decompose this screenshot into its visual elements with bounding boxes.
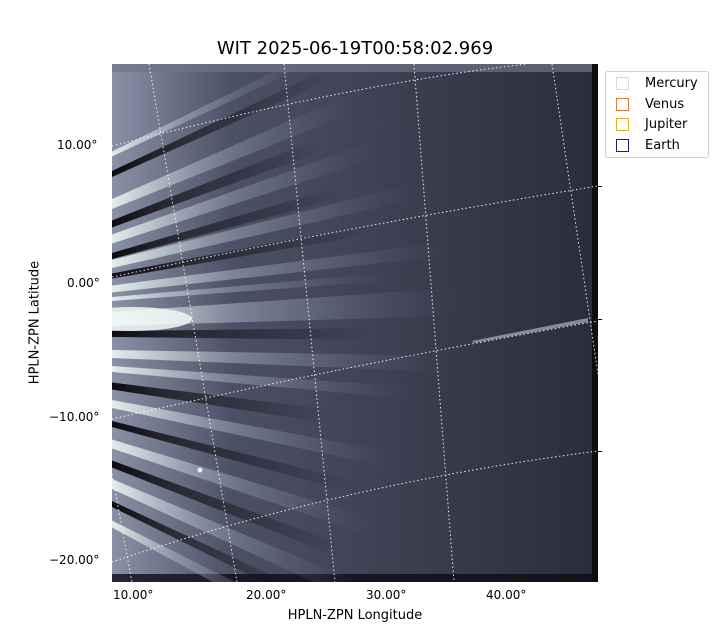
right-edge-band bbox=[592, 64, 598, 582]
top-edge-band bbox=[112, 64, 598, 72]
y-tick-label-1: 10.00° bbox=[57, 138, 98, 152]
x-tick-label-4: 40.00° bbox=[486, 588, 527, 602]
x-tick-label-3: 30.00° bbox=[366, 588, 407, 602]
legend-label-jupiter: Jupiter bbox=[645, 116, 688, 132]
streamer-ray bbox=[112, 439, 372, 537]
right-tick-2 bbox=[598, 319, 602, 320]
venus-swatch-icon bbox=[616, 97, 629, 111]
streamer-ray bbox=[112, 272, 392, 301]
streamer-ray bbox=[112, 366, 412, 399]
y-tick-label-4: −20.00° bbox=[49, 553, 100, 567]
legend-item-jupiter: Jupiter bbox=[616, 115, 687, 133]
streamer-ray bbox=[112, 93, 352, 209]
bright-core bbox=[112, 307, 192, 331]
streamer-ray bbox=[112, 288, 452, 326]
heliospheric-image bbox=[112, 64, 598, 582]
bright-object bbox=[197, 467, 203, 473]
comet-tail bbox=[472, 318, 588, 343]
streamer-ray bbox=[112, 224, 372, 279]
streamer-ray bbox=[112, 185, 342, 259]
streamer-ray bbox=[112, 479, 352, 582]
legend-item-venus: Venus bbox=[616, 95, 684, 113]
streamer-ray bbox=[112, 137, 322, 228]
right-tick-1 bbox=[598, 186, 602, 187]
streamer-ray bbox=[112, 328, 372, 340]
jupiter-swatch-icon bbox=[616, 117, 629, 131]
streamer-ray bbox=[112, 350, 442, 372]
y-axis-label: HPLN-ZPN Latitude bbox=[27, 260, 43, 385]
legend-label-venus: Venus bbox=[645, 96, 685, 112]
streamer-ray bbox=[112, 184, 412, 268]
streamer-ray bbox=[112, 501, 287, 582]
streamer-ray bbox=[112, 64, 310, 157]
streamer-ray bbox=[112, 242, 442, 293]
coronal-image-svg bbox=[112, 64, 598, 582]
coordinate-grid bbox=[112, 64, 598, 582]
mercury-swatch-icon bbox=[616, 76, 629, 90]
streamer-ray bbox=[112, 66, 332, 177]
legend-item-mercury: Mercury bbox=[616, 74, 698, 92]
streamer-ray bbox=[112, 421, 352, 493]
plot-title: WIT 2025-06-19T00:58:02.969 bbox=[216, 38, 494, 59]
x-tick-label-2: 20.00° bbox=[246, 588, 287, 602]
y-tick-label-2: 0.00° bbox=[67, 276, 100, 290]
streamer-ray bbox=[112, 382, 332, 424]
y-tick-label-3: −10.00° bbox=[49, 410, 100, 424]
legend: Mercury Venus Jupiter Earth bbox=[605, 71, 709, 158]
streamer-ray bbox=[112, 141, 372, 244]
x-axis-label: HPLN-ZPN Longitude bbox=[287, 608, 423, 623]
legend-item-earth: Earth bbox=[616, 136, 680, 154]
legend-label-earth: Earth bbox=[645, 137, 680, 153]
x-tick-label-1: 10.00° bbox=[113, 588, 154, 602]
coronal-streamers bbox=[112, 64, 452, 582]
earth-swatch-icon bbox=[616, 138, 629, 152]
legend-label-mercury: Mercury bbox=[645, 75, 698, 91]
right-tick-3 bbox=[598, 451, 602, 452]
bottom-edge-band bbox=[112, 574, 598, 582]
streamer-ray bbox=[112, 460, 342, 559]
